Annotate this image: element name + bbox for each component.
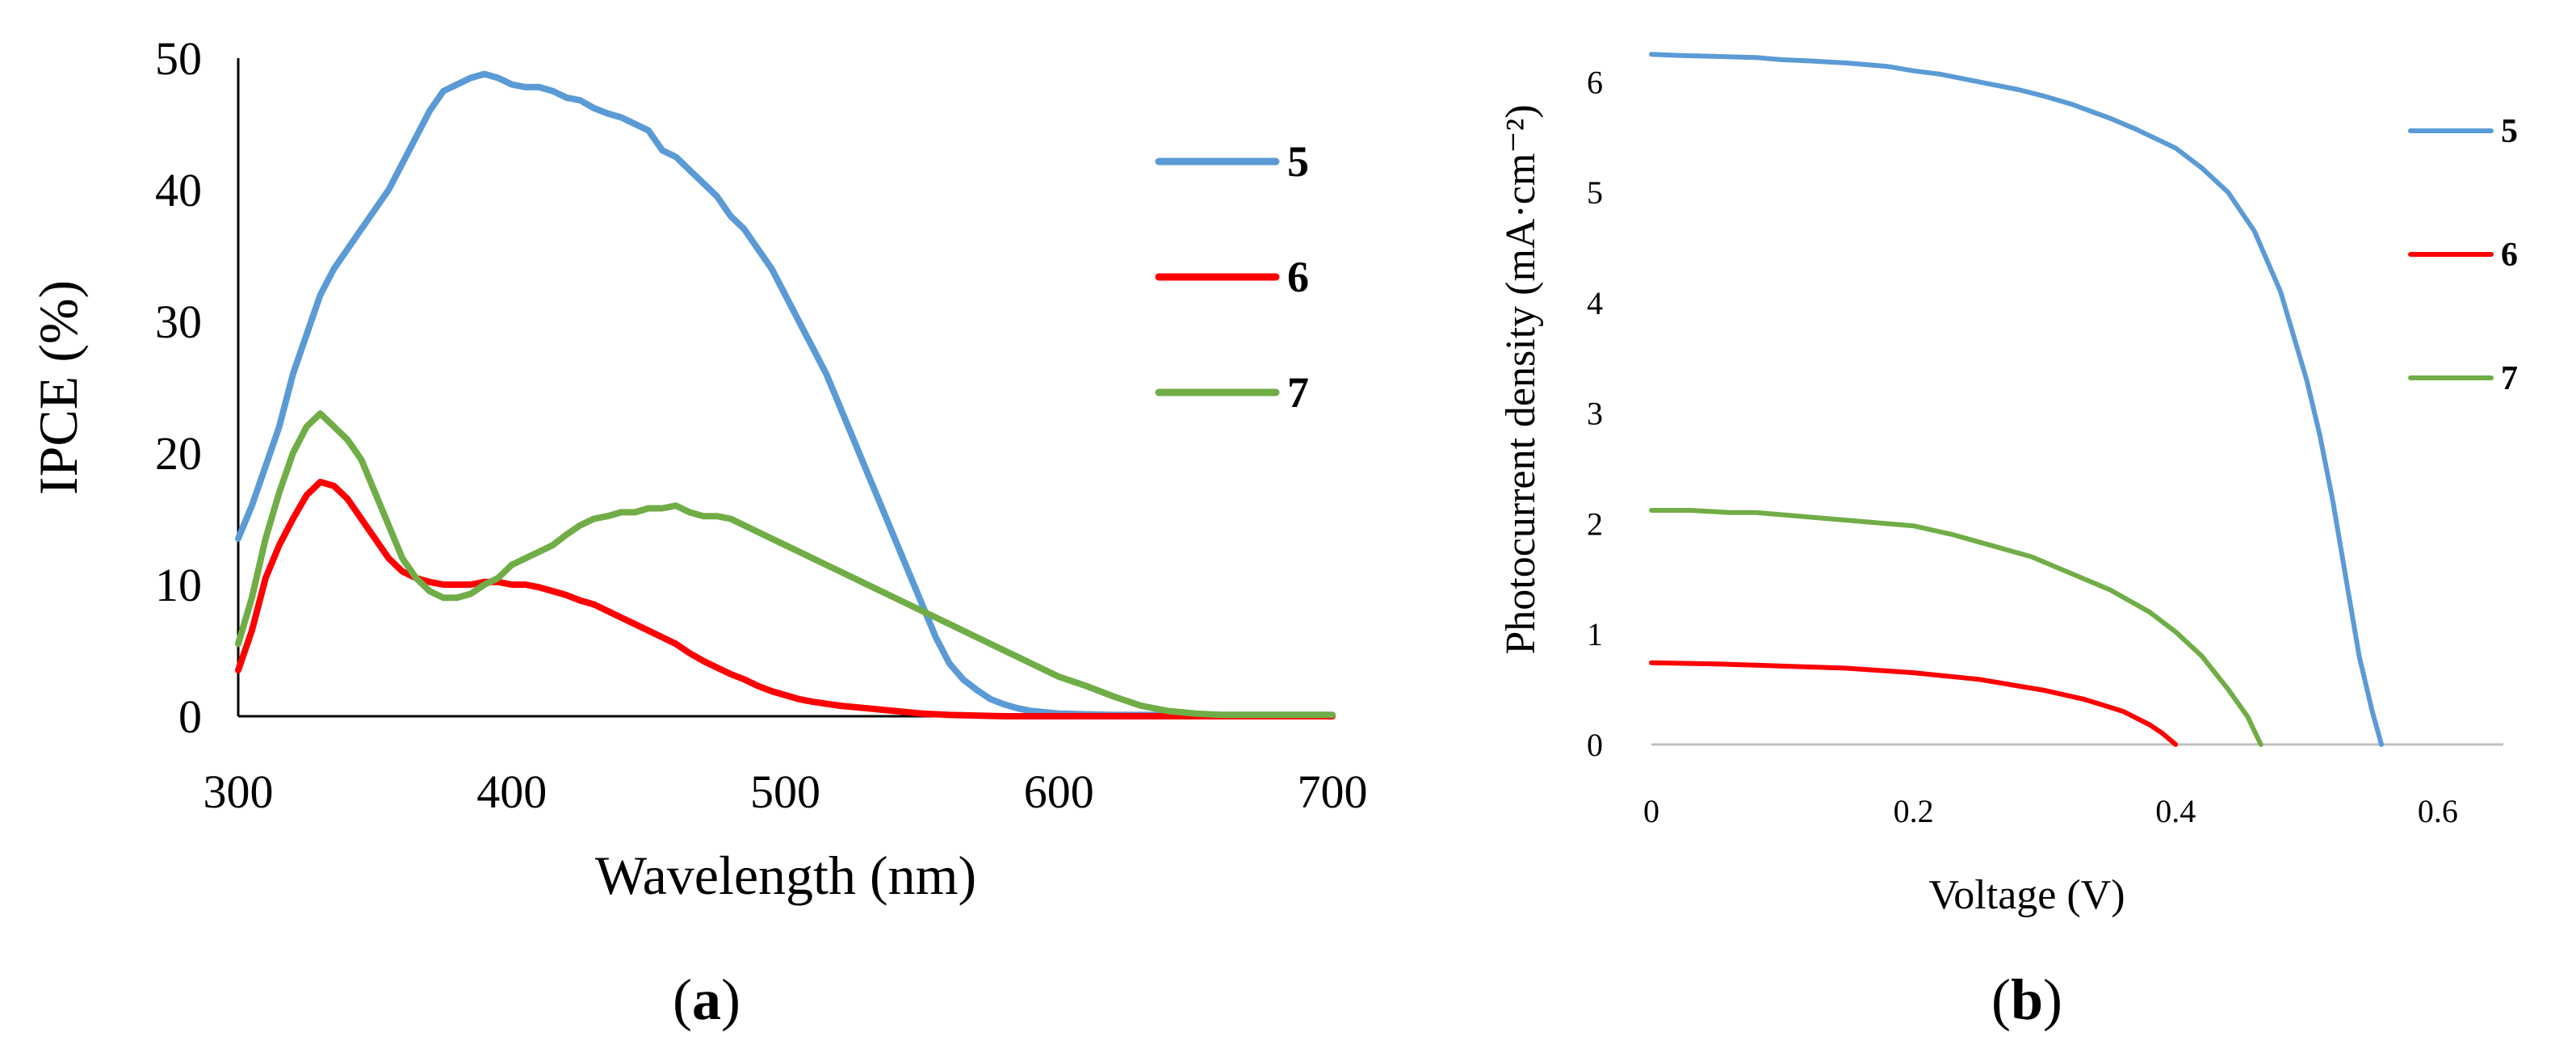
chart-b-y-tick-label: 2 [1587,505,1603,542]
chart-b-x-tick-label: 0.4 [2155,793,2196,829]
chart-b-panel-label: (b) [1991,967,2062,1032]
chart-b-x-tick-label: 0 [1643,793,1659,829]
chart-b-x-axis-label: Voltage (V) [1928,872,2125,918]
chart-b-series-6-line [1649,660,2179,747]
chart-a-x-tick-label: 300 [203,765,274,818]
chart-a-x-tick-label: 500 [750,765,820,818]
chart-b-y-axis-label: Photocurrent density (mA·cm⁻²) [1498,104,1544,654]
chart-a-panel-label: (a) [673,967,740,1032]
chart-b-legend-label-7: 7 [2501,360,2518,397]
chart-b-y-tick-label: 6 [1587,64,1603,100]
chart-b-y-tick-label: 0 [1587,727,1603,763]
chart-b-legend-label-6: 6 [2501,237,2518,274]
chart-a-y-tick-label: 30 [155,296,202,348]
chart-a-legend-label-5: 5 [1287,137,1309,186]
chart-a-series-7-line [235,410,1336,719]
chart-a-y-tick-label: 50 [155,32,202,85]
chart-a-y-tick-label: 40 [155,164,202,216]
chart-b-x-tick-label: 0.2 [1894,793,1934,829]
chart-a-series-6-line [235,478,1336,719]
chart-b-y-tick-label: 3 [1587,396,1603,432]
chart-b-legend-label-5: 5 [2501,113,2518,150]
chart-b-x-tick-label: 0.6 [2418,793,2458,829]
chart-a-legend-label-7: 7 [1287,368,1309,417]
chart-b-series-5-line [1649,52,2385,747]
chart-b-y-tick-label: 1 [1587,616,1603,652]
chart-b-y-tick-label: 5 [1587,174,1603,211]
chart-a-series-5-line [235,70,1336,719]
chart-b-y-tick-label: 4 [1587,285,1603,321]
chart-a-legend-label-6: 6 [1287,253,1309,301]
chart-a-y-tick-label: 10 [155,559,202,611]
chart-a-x-tick-label: 400 [476,765,547,818]
chart-b: 0 1 2 3 4 5 6 0 0.2 0.4 0.6 5 6 7 Voltage (V) Photo… [1498,52,2518,1032]
chart-a-y-tick-label: 0 [178,690,202,743]
chart-a-x-axis-label: Wavelength (nm) [595,845,976,906]
chart-a: 0 10 20 30 40 50 300 400 500 600 700 5 6 7 Waveleng… [27,32,1368,1032]
chart-a-x-tick-label: 700 [1298,765,1368,818]
chart-a-y-tick-label: 20 [155,427,202,480]
chart-b-series-7-line [1649,508,2263,747]
chart-a-y-axis-label: IPCE (%) [27,280,89,495]
chart-a-x-tick-label: 600 [1024,765,1094,818]
